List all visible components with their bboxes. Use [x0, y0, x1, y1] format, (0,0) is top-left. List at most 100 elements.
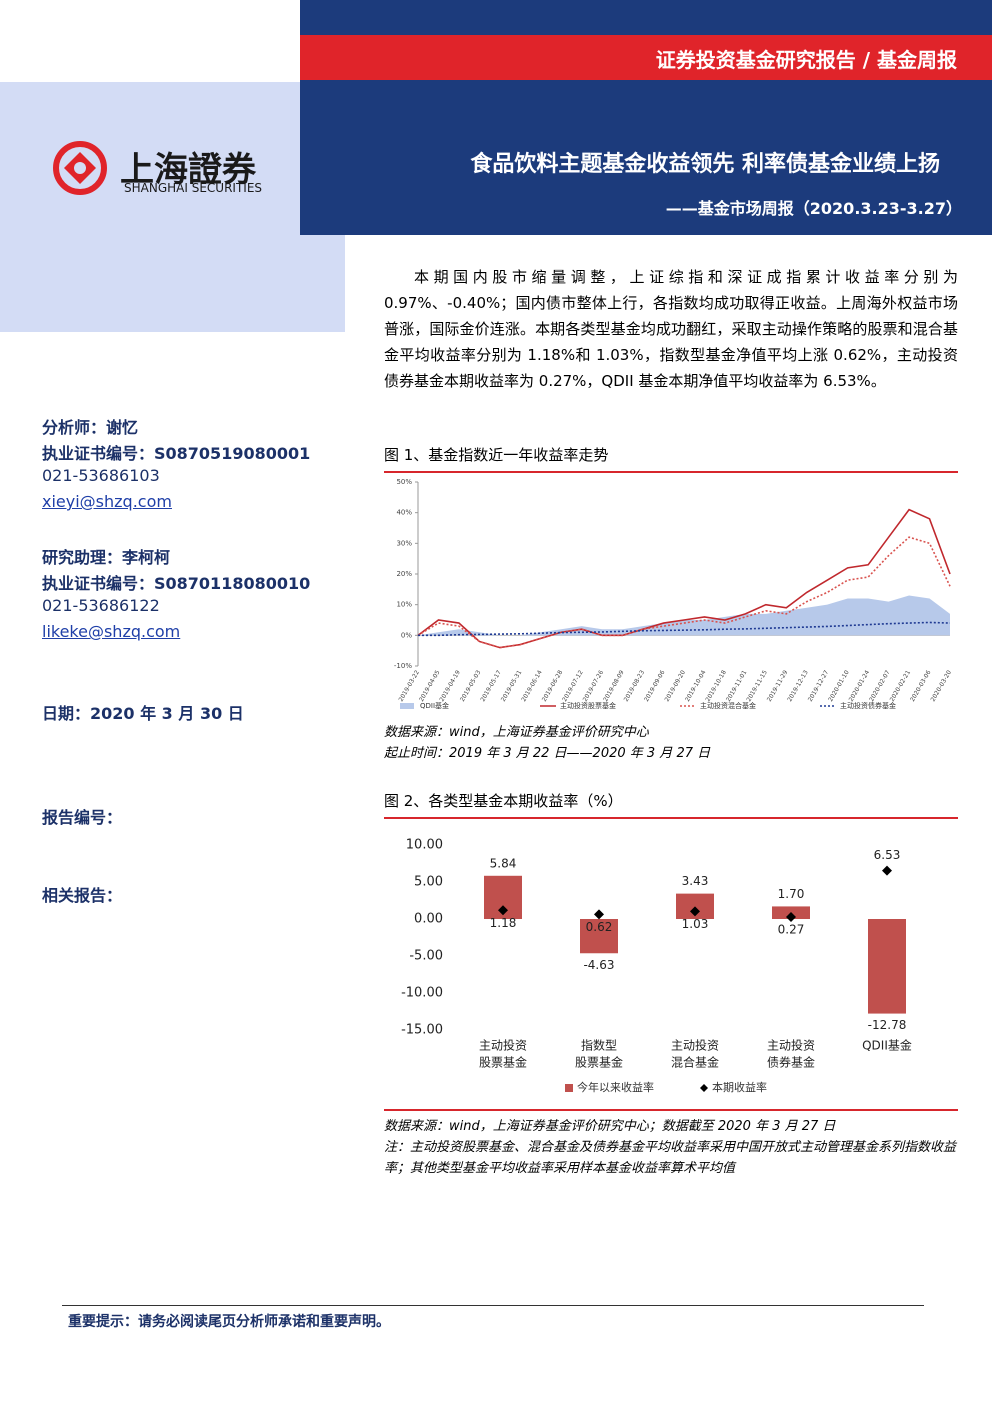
- logo-panel-lower: [0, 235, 345, 332]
- assistant: 研究助理：李柯柯: [42, 548, 171, 567]
- figure2-chart: 10.00 5.00 0.00 -5.00 -10.00 -15.00 主动投资股票基金 指数…: [401, 838, 912, 1095]
- assistant-phone: 021-53686122: [42, 596, 160, 615]
- x-tick-label: 2019-11-01: [725, 669, 749, 703]
- x-tick-label: 2020-01-10: [827, 669, 851, 703]
- y-tick-label: 50%: [396, 478, 412, 486]
- x-tick-label: 2019-06-14: [520, 669, 544, 703]
- diamond-marker: [882, 865, 892, 876]
- figure2-source: 数据来源：wind，上海证券基金评价研究中心；数据截至 2020 年 3 月 2…: [384, 1119, 836, 1134]
- x-tick-label: 2020-03-20: [930, 669, 954, 703]
- x-tick-label: 2019-08-23: [623, 669, 647, 703]
- x-tick-label: 2019-10-18: [704, 669, 728, 703]
- value-label: 3.43: [682, 874, 709, 888]
- x-tick-label: 股票基金: [575, 1055, 623, 1070]
- footer: 重要提示：请务必阅读尾页分析师承诺和重要声明。: [68, 1314, 390, 1330]
- legend-label: QDII基金: [420, 701, 449, 710]
- x-tick-label: 主动投资: [767, 1038, 815, 1053]
- y-tick-label: -15.00: [401, 1023, 443, 1038]
- analyst-phone: 021-53686103: [42, 466, 160, 485]
- figure1-chart: -10% 0% 10% 20% 30% 40% 50% 2019-03-222019-04-0…: [394, 478, 954, 710]
- x-tick-label: 2019-07-26: [582, 669, 606, 703]
- diamond-marker: [786, 912, 796, 923]
- x-tick-label: 2019-10-04: [684, 669, 708, 703]
- figure1-period: 起止时间：2019 年 3 月 22 日——2020 年 3 月 27 日: [384, 746, 711, 761]
- logo-icon: [53, 141, 107, 195]
- y-tick-label: -5.00: [409, 949, 443, 964]
- y-tick-label: 10%: [396, 601, 412, 609]
- legend-swatch: [400, 703, 414, 709]
- series-line: [418, 621, 951, 637]
- date: 日期：2020 年 3 月 30 日: [42, 704, 244, 723]
- x-tick-label: 2019-03-22: [398, 669, 422, 703]
- x-tick-label: 债券基金: [767, 1055, 815, 1070]
- title: 食品饮料主题基金收益领先 利率债基金业绩上扬: [470, 152, 940, 177]
- x-tick-label: 2019-09-06: [643, 669, 667, 703]
- diamond-marker: [594, 909, 604, 920]
- y-tick-label: 30%: [396, 539, 412, 547]
- series-area: [418, 595, 950, 636]
- legend-label: 主动投资混合基金: [700, 701, 756, 710]
- y-tick-label: 40%: [396, 509, 412, 517]
- assistant-cert: 执业证书编号：S0870118080010: [42, 574, 311, 593]
- value-label: 1.03: [682, 917, 709, 931]
- x-tick-label: 2020-01-24: [848, 669, 872, 703]
- x-tick-label: 2019-05-31: [500, 669, 524, 703]
- series-line: [417, 508, 951, 649]
- figure1-caption: 图 1、基金指数近一年收益率走势: [384, 444, 958, 473]
- x-tick-label: 2019-04-05: [418, 669, 442, 703]
- legend-label: 本期收益率: [712, 1080, 767, 1094]
- legend-label: 主动投资债券基金: [840, 701, 896, 710]
- value-label: 6.53: [874, 848, 901, 862]
- y-tick-label: 0%: [401, 631, 412, 639]
- value-label: 1.18: [490, 916, 517, 930]
- legend-label: 主动投资股票基金: [560, 701, 616, 710]
- logo-cn: 上海證券: [120, 150, 256, 190]
- analyst-cert: 执业证书编号：S0870519080001: [42, 444, 311, 463]
- related-reports: 相关报告：: [42, 886, 123, 905]
- assistant-email[interactable]: likeke@shzq.com: [42, 622, 181, 641]
- figure2-notes: 注：主动投资股票基金、混合基金及债券基金平均收益率采用中国开放式主动管理基金系列…: [384, 1140, 957, 1176]
- diamond-marker: [498, 905, 508, 916]
- value-label: 5.84: [490, 856, 517, 870]
- x-tick-label: 2020-02-07: [868, 669, 892, 703]
- series-line: [417, 536, 951, 649]
- report-no: 报告编号：: [42, 808, 123, 827]
- value-label: 1.70: [778, 887, 805, 901]
- analyst: 分析师：谢忆: [42, 418, 139, 437]
- value-label: -4.63: [583, 958, 614, 972]
- x-tick-label: 2019-12-13: [786, 669, 810, 703]
- value-label: 0.27: [778, 923, 805, 937]
- report-type: 证券投资基金研究报告 / 基金周报: [655, 48, 957, 72]
- y-tick-label: -10.00: [401, 986, 443, 1001]
- figure2-caption: 图 2、各类型基金本期收益率（%）: [384, 790, 958, 819]
- legend-label: 今年以来收益率: [577, 1080, 654, 1094]
- x-tick-label: 2019-08-09: [602, 669, 626, 703]
- x-tick-label: 2019-07-12: [561, 669, 585, 703]
- y-tick-label: 0.00: [414, 912, 443, 927]
- x-tick-label: 主动投资: [479, 1038, 527, 1053]
- x-tick-label: 混合基金: [671, 1055, 719, 1070]
- y-tick-label: 10.00: [406, 838, 443, 853]
- x-tick-label: 2020-03-06: [909, 669, 933, 703]
- x-tick-label: QDII基金: [862, 1038, 912, 1053]
- x-tick-label: 2019-06-28: [541, 669, 565, 703]
- x-tick-label: 2019-11-15: [745, 669, 769, 703]
- value-label: -12.78: [868, 1018, 907, 1032]
- y-tick-label: 5.00: [414, 875, 443, 890]
- header-red-bar: [300, 35, 992, 80]
- y-tick-label: -10%: [394, 662, 412, 670]
- x-tick-label: 2019-04-19: [438, 669, 462, 703]
- x-tick-label: 2019-05-17: [479, 669, 503, 703]
- legend-swatch: [565, 1084, 573, 1092]
- figure2-rule: [384, 1109, 958, 1111]
- legend-swatch: [700, 1084, 708, 1092]
- y-tick-label: 20%: [396, 570, 412, 578]
- figure1-source: 数据来源：wind，上海证券基金评价研究中心: [384, 725, 649, 740]
- x-tick-label: 2020-02-21: [889, 669, 913, 703]
- analyst-email[interactable]: xieyi@shzq.com: [42, 492, 172, 511]
- x-tick-label: 2019-05-03: [459, 669, 483, 703]
- x-tick-label: 2019-11-29: [766, 669, 790, 703]
- x-tick-label: 2019-12-27: [807, 669, 831, 703]
- footer-rule: [62, 1305, 924, 1306]
